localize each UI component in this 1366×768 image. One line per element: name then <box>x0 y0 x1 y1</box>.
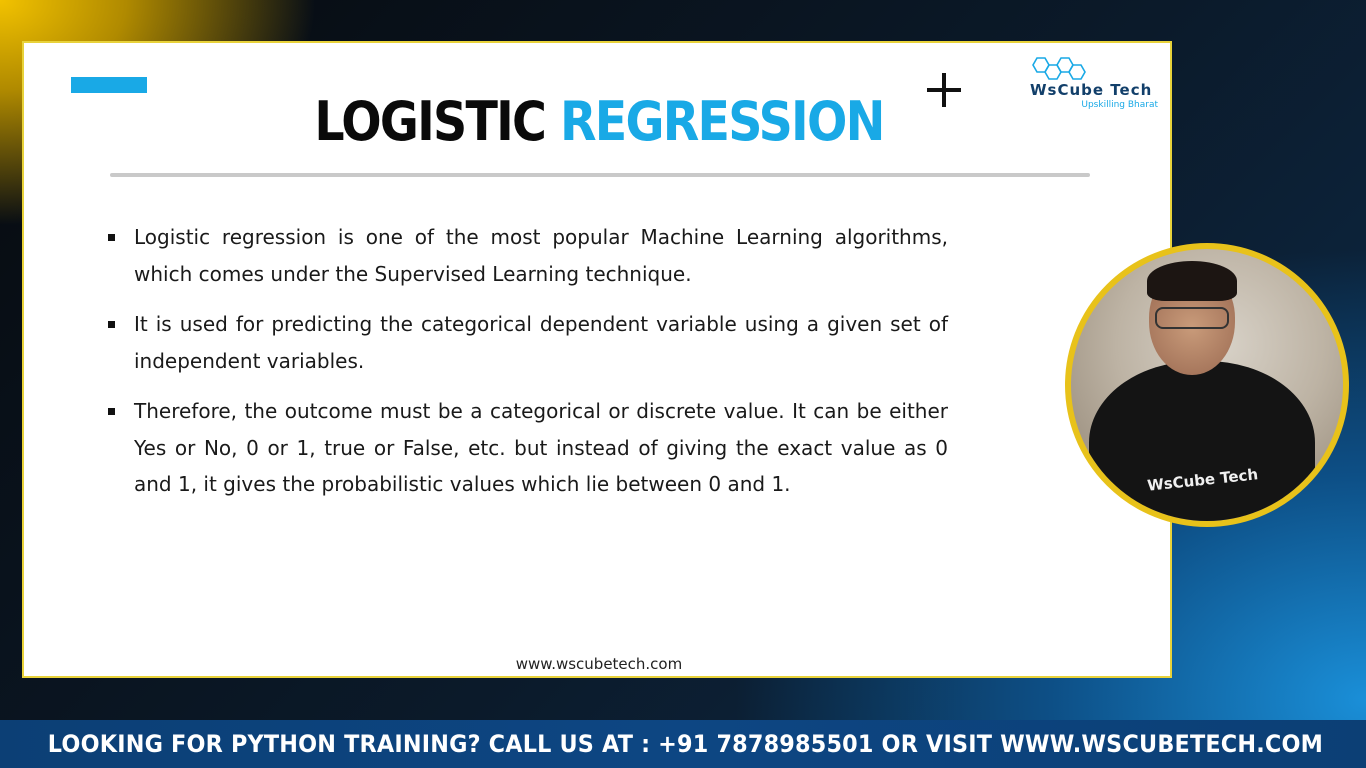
bullet-square-icon <box>108 234 115 241</box>
hexagon-logo-icon <box>1032 57 1086 80</box>
bullet-list: Logistic regression is one of the most p… <box>108 219 948 517</box>
presenter-body <box>1089 361 1315 521</box>
title-divider <box>110 173 1090 177</box>
slide-title: LOGISTIC REGRESSION <box>93 87 1105 157</box>
presenter-webcam: WsCube Tech <box>1065 243 1349 527</box>
bullet-text: It is used for predicting the categorica… <box>134 312 948 373</box>
plus-icon <box>927 73 961 107</box>
title-part-2: REGRESSION <box>559 90 885 153</box>
presenter-hair <box>1147 261 1237 301</box>
bullet-text: Therefore, the outcome must be a categor… <box>134 399 948 496</box>
wscube-logo: WsCube Tech Upskilling Bharat <box>1026 57 1160 113</box>
title-part-1: LOGISTIC <box>314 90 547 153</box>
presenter-glasses <box>1155 307 1229 329</box>
bullet-item: It is used for predicting the categorica… <box>108 306 948 379</box>
logo-name: WsCube Tech <box>1030 81 1153 99</box>
footer-banner: LOOKING FOR PYTHON TRAINING? CALL US AT … <box>0 720 1366 768</box>
bullet-square-icon <box>108 408 115 415</box>
website-url: www.wscubetech.com <box>515 655 683 673</box>
accent-bar <box>71 77 147 93</box>
bullet-text: Logistic regression is one of the most p… <box>134 225 948 286</box>
slide-panel: LOGISTIC REGRESSION WsCube Tech Upskilli… <box>22 41 1172 678</box>
bullet-item: Logistic regression is one of the most p… <box>108 219 948 292</box>
logo-tagline: Upskilling Bharat <box>1081 100 1158 110</box>
bullet-square-icon <box>108 321 115 328</box>
bullet-item: Therefore, the outcome must be a categor… <box>108 393 948 503</box>
footer-text: LOOKING FOR PYTHON TRAINING? CALL US AT … <box>47 730 1324 758</box>
